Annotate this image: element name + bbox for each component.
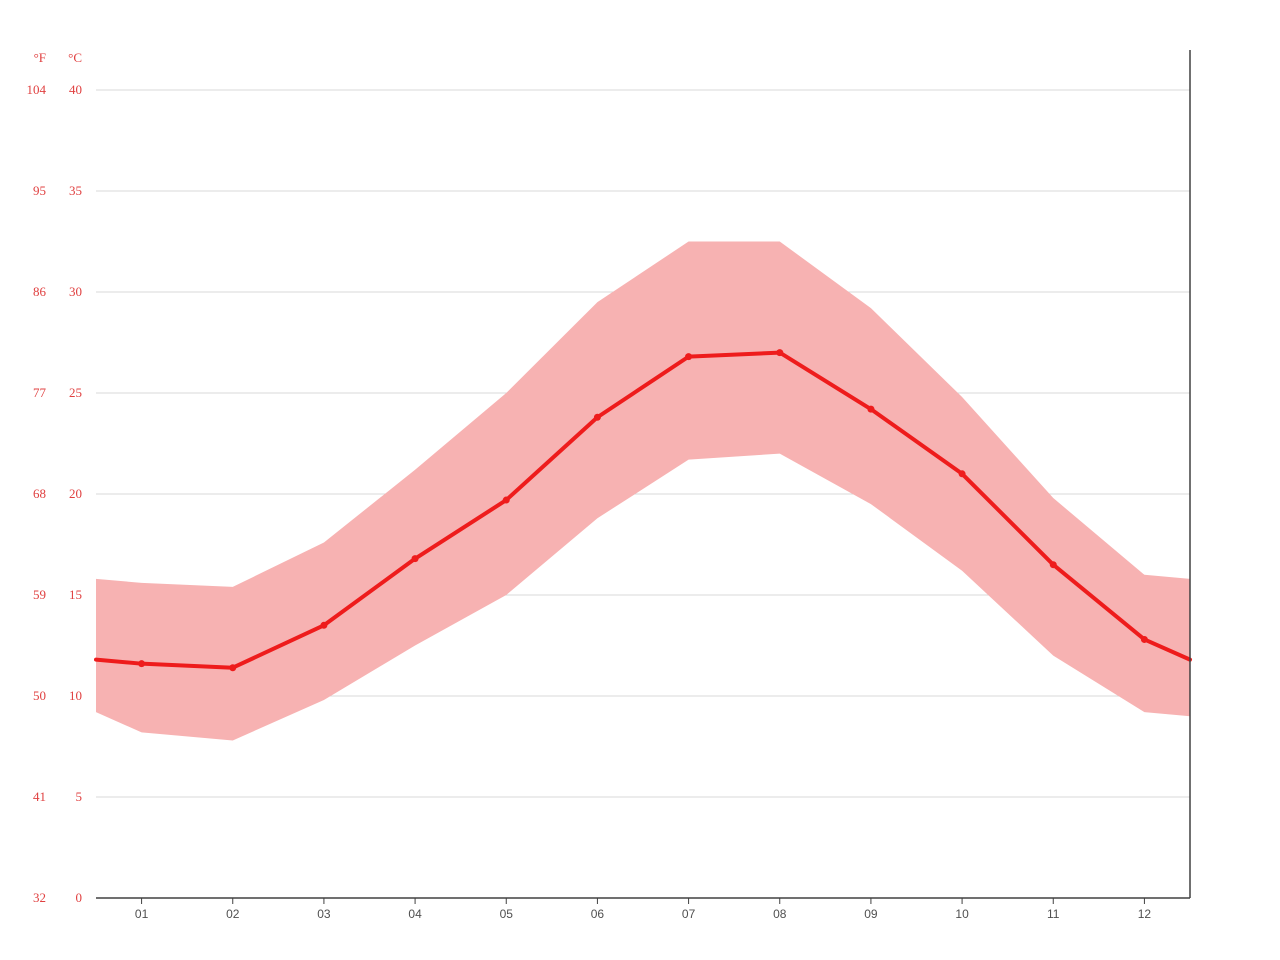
y-label-celsius: 15 <box>69 587 82 602</box>
data-point <box>412 555 419 562</box>
data-point <box>1050 561 1057 568</box>
y-label-celsius: 25 <box>69 385 82 400</box>
x-label: 01 <box>135 907 149 921</box>
data-point <box>1141 636 1148 643</box>
temperature-chart: 0 32 5 41 10 50 15 59 20 68 25 77 30 86 35 95 40 104 °F °C 0… <box>0 0 1280 960</box>
y-label-celsius: 20 <box>69 486 82 501</box>
data-point <box>320 622 327 629</box>
x-label: 11 <box>1047 907 1060 921</box>
y-label-celsius: 35 <box>69 183 82 198</box>
x-label: 05 <box>500 907 514 921</box>
y-label-fahrenheit: 104 <box>27 82 47 97</box>
y-label-celsius: 40 <box>69 82 82 97</box>
x-label: 06 <box>591 907 605 921</box>
x-label: 10 <box>955 907 969 921</box>
y-label-celsius: 10 <box>69 688 82 703</box>
x-label: 08 <box>773 907 787 921</box>
y-label-celsius: 0 <box>76 890 83 905</box>
y-label-celsius: 30 <box>69 284 82 299</box>
data-point <box>685 353 692 360</box>
y-label-fahrenheit: 32 <box>33 890 46 905</box>
y-label-fahrenheit: 68 <box>33 486 46 501</box>
x-label: 09 <box>864 907 878 921</box>
data-point <box>138 660 145 667</box>
data-point <box>959 470 966 477</box>
data-point <box>867 406 874 413</box>
data-point <box>503 497 510 504</box>
data-point <box>229 664 236 671</box>
y-label-celsius: 5 <box>76 789 83 804</box>
data-point <box>594 414 601 421</box>
y-label-fahrenheit: 59 <box>33 587 46 602</box>
x-label: 02 <box>226 907 240 921</box>
x-label: 03 <box>317 907 331 921</box>
x-label: 12 <box>1138 907 1152 921</box>
y-label-fahrenheit: 95 <box>33 183 46 198</box>
y-label-fahrenheit: 86 <box>33 284 47 299</box>
y-label-fahrenheit: 77 <box>33 385 47 400</box>
temperature-band <box>96 242 1190 741</box>
y-header-celsius: °C <box>68 50 82 65</box>
data-point <box>776 349 783 356</box>
y-label-fahrenheit: 50 <box>33 688 46 703</box>
x-label: 04 <box>408 907 422 921</box>
y-label-fahrenheit: 41 <box>33 789 46 804</box>
x-label: 07 <box>682 907 696 921</box>
y-header-fahrenheit: °F <box>34 50 46 65</box>
